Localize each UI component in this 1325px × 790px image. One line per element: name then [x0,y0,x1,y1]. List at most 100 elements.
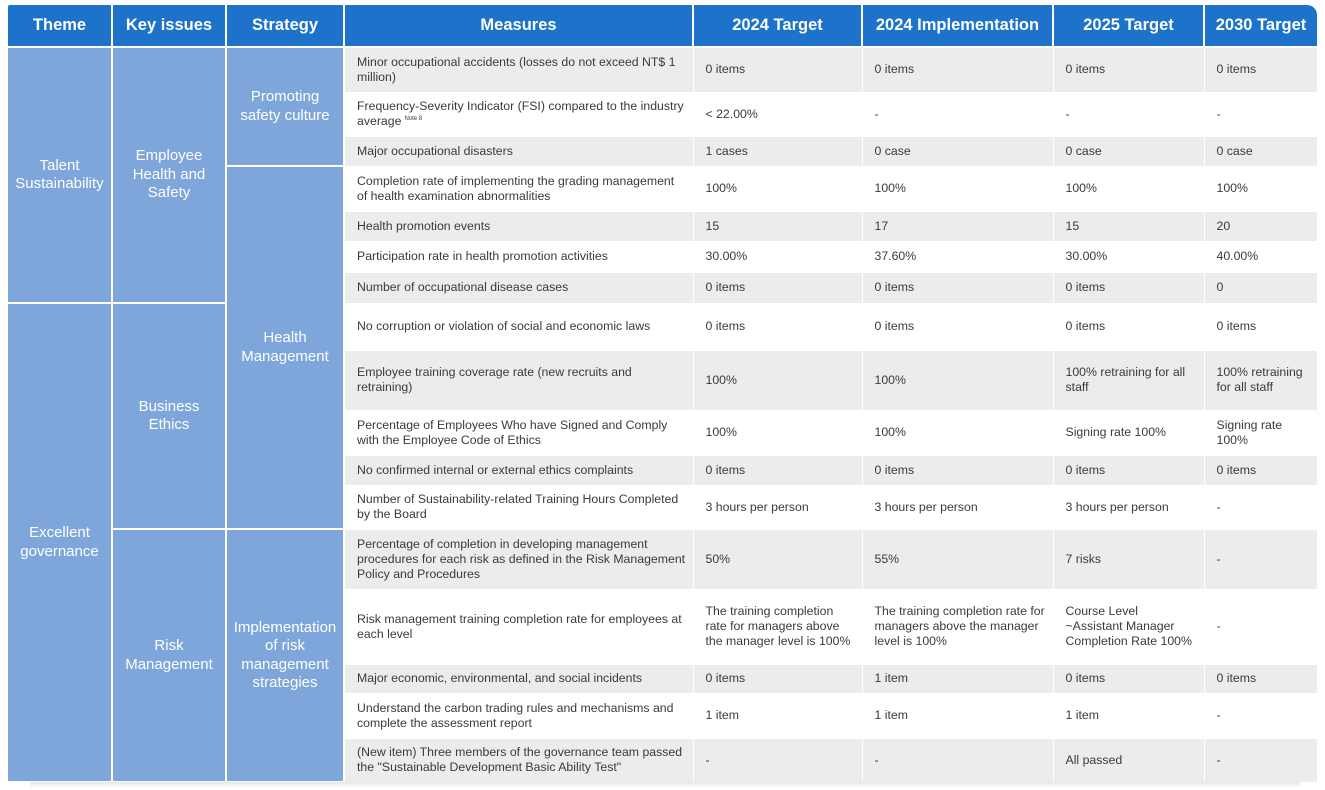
strategy-cell: Promoting safety culture [226,47,345,167]
target-2030-cell: 0 case [1204,136,1317,167]
measure-cell: Health promotion events [344,211,694,242]
issue-cell: Employee Health and Safety [112,47,227,304]
implementation-2024-cell: 100% [862,410,1054,456]
table-row: (New item) Three members of the governan… [8,738,1317,783]
target-2025-cell: 0 items [1053,272,1205,304]
measure-text: Risk management training completion rate… [357,611,682,641]
header-strategy: Strategy [226,5,345,48]
measure-text: Completion rate of implementing the grad… [357,173,675,203]
measure-text: Employee training coverage rate (new rec… [357,365,632,394]
table-row: Health promotion events 15 17 15 20 [8,211,1317,242]
header-2024-implementation: 2024 Implementation [862,5,1054,48]
measure-text: Major occupational disasters [357,143,513,158]
implementation-2024-cell: The training completion rate for manager… [862,589,1054,665]
implementation-2024-cell: 1 item [862,693,1054,739]
implementation-2024-cell: 55% [862,529,1054,590]
target-2025-cell: 100% retraining for all staff [1053,350,1205,411]
target-2030-cell: Signing rate 100% [1204,410,1317,456]
measure-cell: Number of Sustainability-related Trainin… [344,485,694,530]
measure-text: Percentage of Employees Who have Signed … [357,417,668,447]
measure-cell: Employee training coverage rate (new rec… [344,350,694,411]
table-row: Understand the carbon trading rules and … [8,693,1317,739]
target-2030-cell: - [1204,92,1317,137]
implementation-2024-cell: 0 items [862,455,1054,486]
target-2024-cell: The training completion rate for manager… [693,589,863,665]
table-body: Talent Sustainability Employee Health and… [8,47,1317,783]
target-2024-cell: 0 items [693,47,863,93]
target-2024-cell: 0 items [693,272,863,304]
target-2025-cell: 30.00% [1053,241,1205,273]
implementation-2024-cell: 37.60% [862,241,1054,273]
implementation-2024-cell: - [862,738,1054,783]
target-2030-cell: 0 [1204,272,1317,304]
measure-cell: Percentage of Employees Who have Signed … [344,410,694,456]
table-row: No confirmed internal or external ethics… [8,455,1317,486]
header-2025-target: 2025 Target [1053,5,1205,48]
implementation-2024-cell: 0 items [862,47,1054,93]
table-row: Number of occupational disease cases 0 it… [8,272,1317,304]
table-row: Participation rate in health promotion a… [8,241,1317,273]
target-2025-cell: All passed [1053,738,1205,783]
measure-cell: (New item) Three members of the governan… [344,738,694,783]
strategy-cell: Implementation of risk management strate… [226,529,345,783]
measure-text: No confirmed internal or external ethics… [357,462,634,477]
theme-cell: Talent Sustainability [8,47,113,304]
target-2024-cell: < 22.00% [693,92,863,137]
table-row: Major economic, environmental, and socia… [8,664,1317,694]
implementation-2024-cell: 0 case [862,136,1054,167]
target-2030-cell: 100% retraining for all staff [1204,350,1317,411]
measure-text: Frequency-Severity Indicator (FSI) compa… [357,99,684,128]
implementation-2024-cell: 17 [862,211,1054,242]
target-2025-cell: 3 hours per person [1053,485,1205,530]
target-2025-cell: 0 items [1053,455,1205,486]
table-row: Major occupational disasters 1 cases 0 cas… [8,136,1317,167]
table-row: Employee training coverage rate (new rec… [8,350,1317,411]
measure-cell: Participation rate in health promotion a… [344,241,694,273]
target-2030-cell: - [1204,738,1317,783]
target-2025-cell: 0 case [1053,136,1205,167]
target-2030-cell: 20 [1204,211,1317,242]
measure-cell: Percentage of completion in developing m… [344,529,694,590]
measure-cell: Frequency-Severity Indicator (FSI) compa… [344,92,694,137]
measure-text: Percentage of completion in developing m… [357,536,686,581]
table-row: Frequency-Severity Indicator (FSI) compa… [8,92,1317,137]
target-2024-cell: - [693,738,863,783]
header-2030-target: 2030 Target [1204,5,1317,48]
target-2025-cell: 0 items [1053,303,1205,351]
implementation-2024-cell: 0 items [862,303,1054,351]
target-2030-cell: - [1204,485,1317,530]
issue-cell: Risk Management [112,529,227,783]
target-2024-cell: 0 items [693,303,863,351]
measure-text: Participation rate in health promotion a… [357,249,608,263]
target-2025-cell: Signing rate 100% [1053,410,1205,456]
target-2024-cell: 0 items [693,455,863,486]
target-2025-cell: 0 items [1053,47,1205,93]
table-row: Risk management training completion rate… [8,589,1317,665]
measure-cell: Major occupational disasters [344,136,694,167]
strategy-cell: Health Management [226,166,345,530]
target-2030-cell: - [1204,693,1317,739]
measure-text: Number of Sustainability-related Trainin… [357,492,679,521]
measure-cell: Completion rate of implementing the grad… [344,166,694,212]
table-row: Health Management Completion rate of impl… [8,166,1317,530]
target-2025-cell: 0 items [1053,664,1205,694]
implementation-2024-cell: 1 item [862,664,1054,694]
target-2024-cell: 100% [693,166,863,212]
header-measures: Measures [344,5,694,48]
target-2024-cell: 0 items [693,664,863,694]
table-row: Excellent governance Business Ethics No co… [8,303,1317,783]
implementation-2024-cell: 100% [862,166,1054,212]
measure-cell: Understand the carbon trading rules and … [344,693,694,739]
measure-cell: No corruption or violation of social and… [344,303,694,351]
target-2030-cell: 40.00% [1204,241,1317,273]
target-2025-cell: Course Level ~Assistant Manager Completi… [1053,589,1205,665]
measure-text: Major economic, environmental, and socia… [357,671,643,685]
header-key-issues: Key issues [112,5,227,48]
measure-text: No corruption or violation of social and… [357,319,651,333]
implementation-2024-cell: 0 items [862,272,1054,304]
header-2024-target: 2024 Target [693,5,863,48]
measure-cell: Minor occupational accidents (losses do … [344,47,694,93]
target-2024-cell: 15 [693,211,863,242]
target-2025-cell: 100% [1053,166,1205,212]
target-2030-cell: 0 items [1204,664,1317,694]
